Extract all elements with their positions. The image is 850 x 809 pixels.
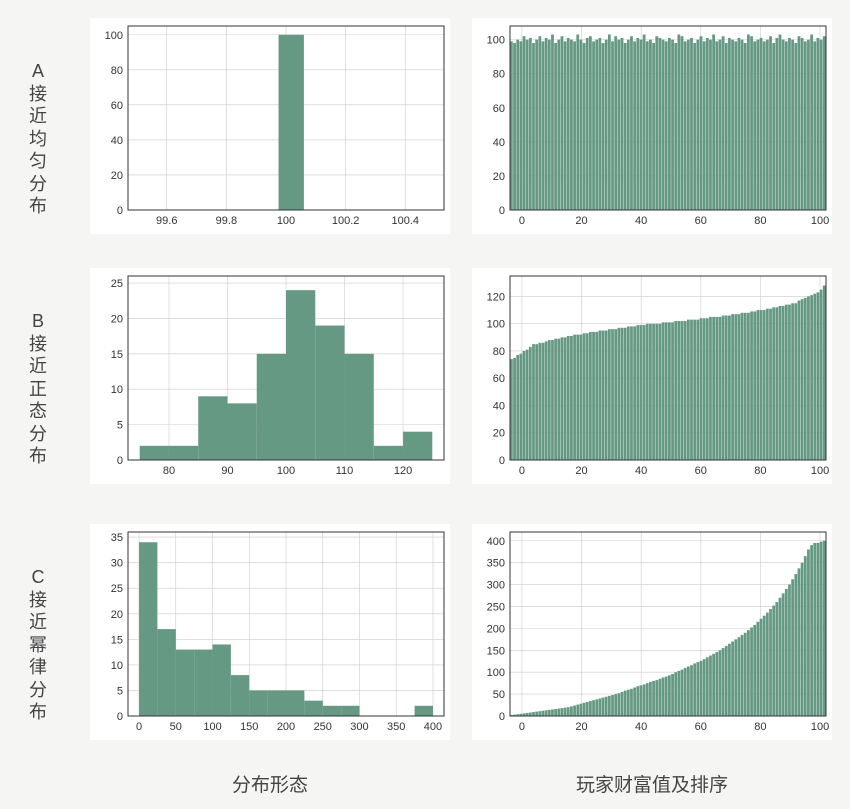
svg-text:250: 250 bbox=[487, 601, 505, 613]
svg-text:20: 20 bbox=[575, 215, 587, 227]
svg-text:15: 15 bbox=[111, 634, 123, 646]
svg-text:250: 250 bbox=[314, 721, 332, 733]
svg-text:40: 40 bbox=[635, 215, 647, 227]
svg-text:99.8: 99.8 bbox=[216, 215, 237, 227]
svg-text:120: 120 bbox=[394, 465, 412, 477]
chart-b-left: 80 90 100 110 120 0 5 10 15 20 25 bbox=[90, 268, 450, 484]
svg-text:60: 60 bbox=[695, 465, 707, 477]
chart-a-left: 99.6 99.8 100 100.2 100.4 0 20 40 60 80 100 bbox=[90, 18, 450, 234]
row-label-b: B 接近正态分布 bbox=[18, 310, 58, 468]
svg-text:5: 5 bbox=[117, 685, 123, 697]
chart-a-right: 0 20 40 60 80 100 0 20 40 60 80 100 bbox=[472, 18, 832, 234]
svg-text:35: 35 bbox=[111, 532, 123, 544]
svg-text:40: 40 bbox=[493, 400, 505, 412]
svg-text:0: 0 bbox=[499, 205, 505, 217]
svg-text:20: 20 bbox=[575, 465, 587, 477]
svg-text:400: 400 bbox=[424, 721, 442, 733]
svg-text:80: 80 bbox=[493, 69, 505, 81]
svg-text:10: 10 bbox=[111, 660, 123, 672]
svg-text:0: 0 bbox=[519, 465, 525, 477]
svg-text:110: 110 bbox=[336, 465, 354, 477]
svg-text:80: 80 bbox=[163, 465, 175, 477]
svg-text:350: 350 bbox=[487, 558, 505, 570]
svg-text:80: 80 bbox=[754, 465, 766, 477]
chart-c-left: 0 50 100 150 200 250 300 350 400 0 5 10 15 20 25 30 35 bbox=[90, 524, 450, 740]
svg-text:0: 0 bbox=[519, 215, 525, 227]
svg-text:0: 0 bbox=[117, 205, 123, 217]
chart-c-right: 0 20 40 60 80 100 0 50 100 150 200 250 300 350 400 bbox=[472, 524, 832, 740]
svg-text:10: 10 bbox=[111, 384, 123, 396]
svg-text:80: 80 bbox=[493, 346, 505, 358]
figure: A 接近均匀分布 B 接近正态分布 C 接近幂律分布 99.699.810010… bbox=[0, 0, 850, 809]
row-text: 接近均匀分布 bbox=[29, 84, 47, 217]
svg-text:5: 5 bbox=[117, 420, 123, 432]
svg-text:60: 60 bbox=[493, 103, 505, 115]
svg-text:15: 15 bbox=[111, 349, 123, 361]
svg-text:100: 100 bbox=[811, 465, 829, 477]
svg-text:50: 50 bbox=[493, 689, 505, 701]
svg-text:25: 25 bbox=[111, 583, 123, 595]
svg-text:80: 80 bbox=[111, 65, 123, 77]
svg-text:20: 20 bbox=[493, 428, 505, 440]
row-letter: B bbox=[32, 311, 44, 331]
svg-text:150: 150 bbox=[240, 721, 258, 733]
svg-text:300: 300 bbox=[350, 721, 368, 733]
svg-text:100: 100 bbox=[105, 30, 123, 42]
row-label-c: C 接近幂律分布 bbox=[18, 566, 58, 724]
svg-text:0: 0 bbox=[499, 455, 505, 467]
svg-text:90: 90 bbox=[221, 465, 233, 477]
svg-text:60: 60 bbox=[695, 215, 707, 227]
svg-text:40: 40 bbox=[111, 135, 123, 147]
svg-text:0: 0 bbox=[117, 455, 123, 467]
svg-text:20: 20 bbox=[575, 721, 587, 733]
svg-text:80: 80 bbox=[754, 721, 766, 733]
svg-text:0: 0 bbox=[117, 711, 123, 723]
row-label-a: A 接近均匀分布 bbox=[18, 60, 58, 218]
svg-text:100: 100 bbox=[487, 667, 505, 679]
svg-text:200: 200 bbox=[277, 721, 295, 733]
svg-text:40: 40 bbox=[635, 465, 647, 477]
row-text: 接近正态分布 bbox=[29, 334, 47, 467]
svg-text:100.2: 100.2 bbox=[332, 215, 360, 227]
row-text: 接近幂律分布 bbox=[29, 590, 47, 723]
svg-text:20: 20 bbox=[111, 170, 123, 182]
svg-text:30: 30 bbox=[111, 558, 123, 570]
svg-text:25: 25 bbox=[111, 278, 123, 290]
svg-text:60: 60 bbox=[111, 100, 123, 112]
svg-text:200: 200 bbox=[487, 623, 505, 635]
svg-text:120: 120 bbox=[487, 291, 505, 303]
svg-text:20: 20 bbox=[111, 609, 123, 621]
svg-text:40: 40 bbox=[493, 137, 505, 149]
svg-text:20: 20 bbox=[493, 171, 505, 183]
svg-text:0: 0 bbox=[519, 721, 525, 733]
svg-text:100: 100 bbox=[277, 465, 295, 477]
chart-b-right: 0 20 40 60 80 100 0 20 40 60 80 100 120 bbox=[472, 268, 832, 484]
row-letter: C bbox=[32, 567, 45, 587]
svg-text:100: 100 bbox=[811, 721, 829, 733]
svg-text:80: 80 bbox=[754, 215, 766, 227]
svg-text:350: 350 bbox=[387, 721, 405, 733]
svg-text:0: 0 bbox=[136, 721, 142, 733]
svg-text:100: 100 bbox=[203, 721, 221, 733]
row-letter: A bbox=[32, 61, 44, 81]
svg-text:99.6: 99.6 bbox=[156, 215, 177, 227]
svg-text:50: 50 bbox=[170, 721, 182, 733]
svg-text:100: 100 bbox=[487, 319, 505, 331]
svg-text:40: 40 bbox=[635, 721, 647, 733]
svg-text:400: 400 bbox=[487, 536, 505, 548]
svg-text:100: 100 bbox=[811, 215, 829, 227]
col-label-left: 分布形态 bbox=[90, 770, 450, 797]
svg-text:60: 60 bbox=[695, 721, 707, 733]
svg-text:100: 100 bbox=[487, 35, 505, 47]
svg-text:150: 150 bbox=[487, 645, 505, 657]
svg-text:0: 0 bbox=[499, 711, 505, 723]
svg-text:300: 300 bbox=[487, 580, 505, 592]
svg-text:60: 60 bbox=[493, 373, 505, 385]
svg-text:100: 100 bbox=[277, 215, 295, 227]
col-label-right: 玩家财富值及排序 bbox=[472, 770, 832, 797]
svg-text:100.4: 100.4 bbox=[391, 215, 419, 227]
svg-text:20: 20 bbox=[111, 313, 123, 325]
